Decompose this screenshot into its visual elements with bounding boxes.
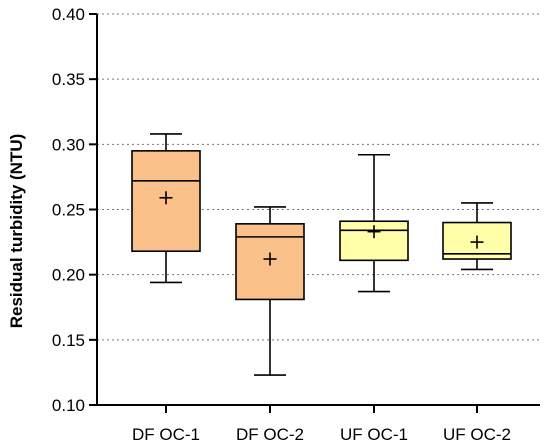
x-tick-label: UF OC-1 — [340, 425, 408, 444]
box-1 — [131, 133, 201, 284]
y-tick-label: 0.20 — [52, 266, 85, 285]
x-tick-label: DF OC-2 — [236, 425, 304, 444]
box-4 — [442, 202, 512, 271]
y-axis-title: Residual turbidity (NTU) — [7, 134, 26, 329]
x-tick-label: UF OC-2 — [443, 425, 511, 444]
y-tick-label: 0.30 — [52, 135, 85, 154]
box-2 — [235, 206, 305, 376]
box-3 — [339, 153, 409, 293]
y-tick-label: 0.10 — [52, 396, 85, 415]
gridlines — [97, 13, 540, 341]
y-tick-label: 0.40 — [52, 5, 85, 24]
x-axis: DF OC-1 DF OC-2 UF OC-1 UF OC-2 — [96, 404, 540, 444]
box-series — [131, 133, 512, 376]
y-tick-label: 0.35 — [52, 70, 85, 89]
y-axis: 0.10 0.15 0.20 0.25 0.30 0.35 0.40 — [52, 5, 98, 415]
y-tick-label: 0.15 — [52, 331, 85, 350]
x-tick-label: DF OC-1 — [132, 425, 200, 444]
y-tick-label: 0.25 — [52, 201, 85, 220]
